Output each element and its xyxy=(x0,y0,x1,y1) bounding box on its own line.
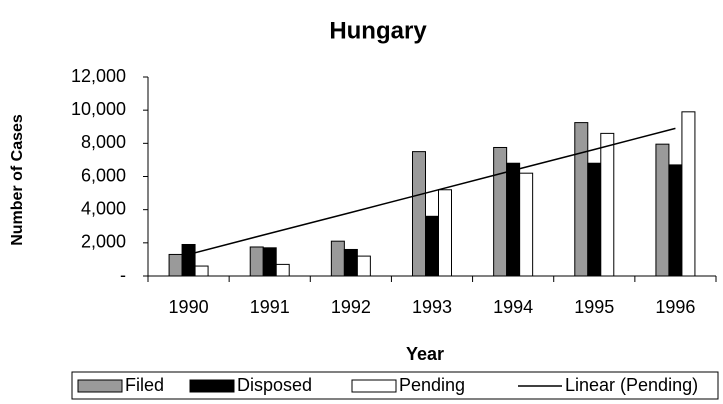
bar xyxy=(412,151,426,277)
x-tick-label: 1993 xyxy=(412,297,452,317)
bar xyxy=(194,265,209,277)
y-tick-label: 8,000 xyxy=(81,132,126,152)
x-tick-label: 1995 xyxy=(574,297,614,317)
y-tick-label: 6,000 xyxy=(81,165,126,185)
bar xyxy=(519,172,534,277)
bar xyxy=(249,246,264,277)
bar xyxy=(168,253,183,277)
bar xyxy=(574,122,589,277)
x-tick-label: 1991 xyxy=(250,297,290,317)
bar xyxy=(600,132,615,277)
y-tick-label: - xyxy=(120,265,126,285)
y-tick-label: 12,000 xyxy=(71,66,126,86)
x-tick-label: 1992 xyxy=(331,297,371,317)
y-tick-label: 4,000 xyxy=(81,198,126,218)
bar xyxy=(655,143,670,277)
legend-swatch xyxy=(351,379,397,393)
bar xyxy=(425,215,439,277)
x-tick-label: 1990 xyxy=(169,297,209,317)
bar xyxy=(275,263,290,277)
legend-label: Linear (Pending) xyxy=(565,375,698,395)
x-tick-label: 1996 xyxy=(655,297,695,317)
bar xyxy=(668,164,683,277)
x-tick-label: 1994 xyxy=(493,297,533,317)
bar xyxy=(681,111,696,277)
legend-label: Filed xyxy=(125,375,164,395)
legend-box xyxy=(71,371,719,400)
bar xyxy=(506,162,521,277)
bar xyxy=(343,248,358,277)
bar xyxy=(438,189,452,277)
y-tick-label: 2,000 xyxy=(81,232,126,252)
x-axis-label: Year xyxy=(406,344,444,364)
bar xyxy=(493,146,508,277)
bar xyxy=(262,247,277,277)
legend-label: Pending xyxy=(399,375,465,395)
y-axis-label: Number of Cases xyxy=(9,114,26,246)
legend-label: Disposed xyxy=(237,375,312,395)
bar xyxy=(181,243,196,277)
y-tick-label: 10,000 xyxy=(71,99,126,119)
trend-line xyxy=(188,127,676,256)
legend-swatch xyxy=(189,379,235,393)
legend-swatch xyxy=(77,379,123,393)
bar xyxy=(330,240,345,277)
bar xyxy=(356,255,371,277)
chart-title: Hungary xyxy=(329,17,427,44)
bar xyxy=(587,162,602,277)
